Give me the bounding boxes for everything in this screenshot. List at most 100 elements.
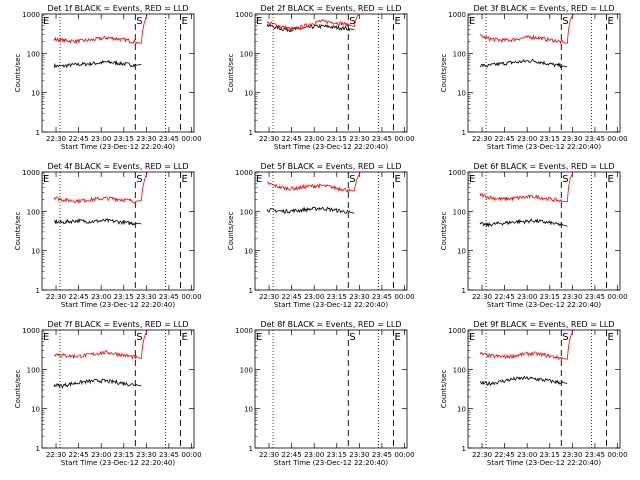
y-tick-label: 10	[244, 248, 253, 256]
x-tick-label: 23:00	[91, 293, 111, 301]
x-tick-label: 23:00	[304, 293, 324, 301]
y-tick-label: 1	[249, 287, 253, 295]
lld-series-line	[266, 13, 361, 32]
x-tick-label: 00:00	[394, 451, 414, 459]
y-tick-label: 1000	[235, 327, 253, 335]
x-tick-label: 23:15	[540, 451, 560, 459]
x-tick-label: 22:45	[69, 451, 89, 459]
y-tick-label: 10	[457, 90, 466, 98]
x-tick-label: 22:30	[259, 293, 279, 301]
chart-title: Det 9f BLACK = Events, RED = LLD	[473, 320, 614, 329]
x-tick-label: 23:15	[540, 293, 560, 301]
x-tick-label: 23:15	[540, 135, 560, 143]
y-axis-label: Counts/sec	[440, 370, 448, 409]
plot-frame	[41, 171, 195, 291]
y-axis-label: Counts/sec	[227, 212, 235, 251]
x-tick-label: 22:45	[69, 293, 89, 301]
y-tick-label: 1	[249, 445, 253, 453]
x-tick-label: 00:00	[607, 293, 627, 301]
x-tick-label: 00:00	[181, 135, 201, 143]
x-tick-label: 22:45	[495, 293, 515, 301]
chart-title: Det 6f BLACK = Events, RED = LLD	[473, 162, 614, 171]
x-tick-label: 23:00	[91, 451, 111, 459]
x-tick-label: 23:30	[562, 293, 582, 301]
events-series-line	[53, 217, 142, 226]
y-tick-label: 1000	[448, 169, 466, 177]
e-marker-label: E	[181, 174, 187, 185]
chart-title: Det 4f BLACK = Events, RED = LLD	[47, 162, 188, 171]
x-tick-label: 22:30	[472, 135, 492, 143]
x-tick-label: 23:15	[327, 135, 347, 143]
events-series-line	[53, 59, 142, 69]
chart-title: Det 2f BLACK = Events, RED = LLD	[260, 4, 401, 13]
x-tick-label: 22:45	[495, 451, 515, 459]
y-axis-label: Counts/sec	[14, 370, 22, 409]
y-tick-label: 1	[462, 287, 466, 295]
x-tick-label: 23:45	[585, 451, 605, 459]
x-tick-label: 23:30	[349, 293, 369, 301]
lld-series-line	[54, 329, 148, 360]
y-tick-label: 1000	[235, 11, 253, 19]
events-series-line	[479, 58, 568, 69]
x-tick-label: 22:45	[282, 293, 302, 301]
y-tick-label: 1000	[22, 169, 40, 177]
x-tick-label: 23:00	[304, 135, 324, 143]
x-tick-label: 23:30	[562, 451, 582, 459]
x-tick-label: 23:45	[159, 135, 179, 143]
plot-frame	[467, 171, 621, 291]
e-marker-label: E	[469, 16, 475, 27]
x-tick-label: 23:30	[349, 135, 369, 143]
y-axis-label: Counts/sec	[14, 54, 22, 93]
e-marker-label: E	[394, 174, 400, 185]
x-tick-label: 23:30	[136, 293, 156, 301]
e-marker-label: E	[256, 16, 262, 27]
s-marker-label: S	[136, 16, 142, 27]
plot-frame	[254, 171, 408, 291]
x-axis-label: Start Time (23-Dec-12 22:20:40)	[274, 301, 388, 309]
x-tick-label: 23:45	[372, 135, 392, 143]
x-axis-label: Start Time (23-Dec-12 22:20:40)	[487, 459, 601, 467]
x-tick-label: 23:45	[159, 293, 179, 301]
events-series-line	[266, 206, 355, 214]
x-tick-label: 23:30	[136, 135, 156, 143]
e-marker-label: E	[43, 332, 49, 343]
s-marker-label: S	[349, 332, 355, 343]
y-tick-label: 100	[27, 50, 40, 58]
s-marker-label: S	[136, 332, 142, 343]
x-tick-label: 00:00	[181, 293, 201, 301]
y-tick-label: 100	[27, 208, 40, 216]
lld-series-line	[479, 13, 574, 45]
y-tick-label: 10	[244, 406, 253, 414]
s-marker-label: S	[562, 16, 568, 27]
events-series-line	[53, 378, 142, 389]
x-tick-label: 00:00	[607, 135, 627, 143]
x-tick-label: 23:45	[372, 451, 392, 459]
y-tick-label: 1	[462, 129, 466, 137]
x-tick-label: 23:15	[327, 451, 347, 459]
x-tick-label: 22:30	[472, 293, 492, 301]
y-axis-label: Counts/sec	[14, 212, 22, 251]
x-tick-label: 23:15	[114, 135, 134, 143]
x-tick-label: 22:30	[259, 451, 279, 459]
chart-title: Det 1f BLACK = Events, RED = LLD	[47, 4, 188, 13]
y-tick-label: 1	[462, 445, 466, 453]
x-tick-label: 23:00	[517, 135, 537, 143]
lld-series-line	[53, 13, 148, 45]
y-tick-label: 1000	[235, 169, 253, 177]
lld-series-line	[266, 171, 361, 194]
plot-frame	[41, 13, 195, 133]
lld-series-line	[479, 329, 574, 361]
plot-frame	[467, 329, 621, 449]
plot-frame	[467, 13, 621, 133]
x-axis-label: Start Time (23-Dec-12 22:20:40)	[61, 143, 175, 151]
x-tick-label: 00:00	[394, 135, 414, 143]
y-tick-label: 1000	[22, 327, 40, 335]
chart-title: Det 5f BLACK = Events, RED = LLD	[260, 162, 401, 171]
x-tick-label: 23:45	[585, 135, 605, 143]
y-tick-label: 10	[31, 248, 40, 256]
x-tick-label: 23:00	[304, 451, 324, 459]
y-tick-label: 1	[36, 287, 40, 295]
y-tick-label: 100	[240, 366, 253, 374]
e-marker-label: E	[256, 332, 262, 343]
